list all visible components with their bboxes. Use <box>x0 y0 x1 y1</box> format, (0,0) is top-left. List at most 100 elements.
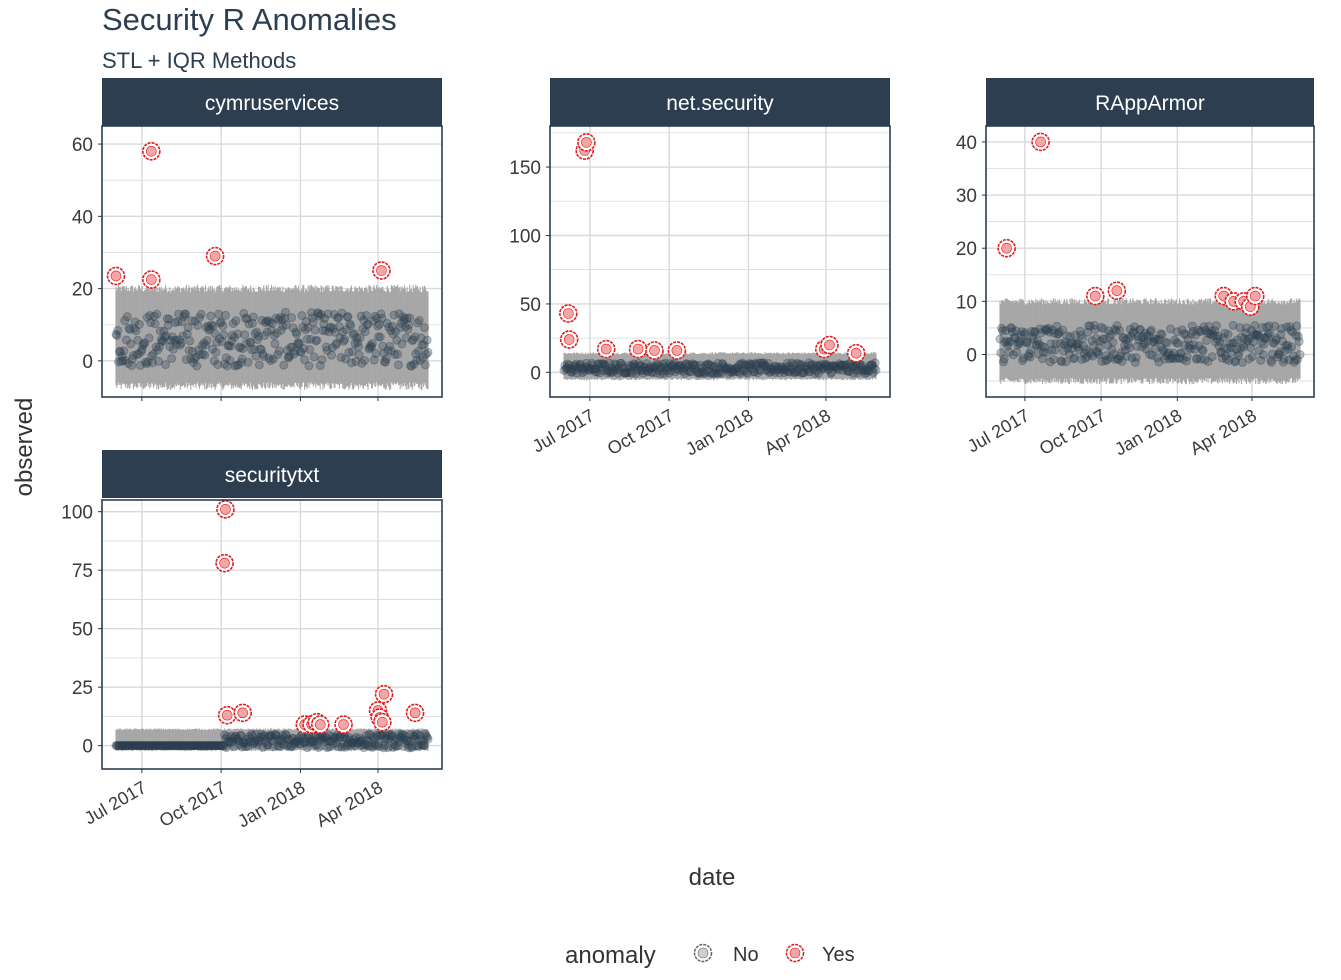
data-point-normal <box>581 362 591 372</box>
x-axis-title: date <box>689 864 736 891</box>
data-point-normal <box>750 359 760 369</box>
data-point-normal <box>804 358 814 368</box>
x-tick-label: Jan 2018 <box>682 405 756 459</box>
data-point-normal <box>279 360 289 370</box>
data-point-normal <box>275 312 285 322</box>
data-point-normal <box>398 312 408 322</box>
data-point-normal <box>655 369 665 379</box>
data-point-normal <box>192 361 202 371</box>
data-point-normal <box>154 356 164 366</box>
data-point-normal <box>410 332 420 342</box>
data-point-normal <box>362 320 372 330</box>
data-point-normal <box>697 363 707 373</box>
data-point-normal <box>683 366 693 376</box>
data-point-normal <box>857 360 867 370</box>
data-point-normal <box>359 315 369 325</box>
x-tick-label: Jul 2017 <box>529 405 598 456</box>
data-point-normal <box>291 327 301 337</box>
data-point-normal <box>835 360 845 370</box>
data-point-normal <box>371 349 381 359</box>
data-point-normal <box>144 333 154 343</box>
data-point-normal <box>740 365 750 375</box>
data-point-normal <box>792 358 802 368</box>
data-point-normal <box>423 347 433 357</box>
data-point-normal <box>599 359 609 369</box>
data-point-normal <box>694 368 704 378</box>
data-point-normal <box>115 347 125 357</box>
chart-title: Security R Anomalies <box>102 2 397 37</box>
data-point-normal <box>746 359 756 369</box>
data-point-normal <box>238 344 248 354</box>
data-point-normal <box>842 366 852 376</box>
data-point-normal <box>808 365 818 375</box>
data-point-normal <box>180 309 190 319</box>
data-point-normal <box>1258 350 1268 360</box>
data-point-normal <box>411 349 421 359</box>
data-point-normal <box>297 311 307 321</box>
data-point-normal <box>625 367 635 377</box>
data-point-normal <box>113 325 123 335</box>
data-point-normal <box>254 331 264 341</box>
data-point-normal <box>174 309 184 319</box>
data-point-normal <box>226 341 236 351</box>
data-point-normal <box>208 321 218 331</box>
data-point-normal <box>686 367 696 377</box>
data-point-normal <box>689 360 699 370</box>
data-point-normal <box>747 360 757 370</box>
data-point-normal <box>688 359 698 369</box>
data-point-normal <box>732 363 742 373</box>
data-point-normal <box>691 360 701 370</box>
legend-title: anomaly <box>565 942 656 969</box>
data-point-normal <box>781 362 791 372</box>
data-point-normal <box>718 359 728 369</box>
data-point-normal <box>656 363 666 373</box>
data-point-normal <box>148 358 158 368</box>
data-point-normal <box>374 319 384 329</box>
facet-strip <box>986 78 1314 126</box>
data-point-normal <box>357 358 367 368</box>
data-point-normal <box>803 367 813 377</box>
data-point-normal <box>825 361 835 371</box>
data-point-normal <box>998 357 1008 367</box>
data-point-normal <box>347 358 357 368</box>
data-point-normal <box>271 313 281 323</box>
data-point-normal <box>168 344 178 354</box>
data-point-normal <box>296 347 306 357</box>
data-point-normal <box>716 368 726 378</box>
data-point-normal <box>1001 326 1011 336</box>
data-point-normal <box>788 365 798 375</box>
data-point-normal <box>376 309 386 319</box>
data-point-normal <box>407 336 417 346</box>
data-point-normal <box>783 367 793 377</box>
data-point-normal <box>266 356 276 366</box>
data-point-normal <box>129 323 139 333</box>
data-point-normal <box>630 362 640 372</box>
data-point-normal <box>302 334 312 344</box>
data-point-normal <box>136 347 146 357</box>
data-point-normal <box>281 320 291 330</box>
data-point-normal <box>650 362 660 372</box>
data-point-normal <box>244 319 254 329</box>
data-point-normal <box>114 357 124 367</box>
data-point-normal <box>280 313 290 323</box>
data-point-normal <box>121 335 131 345</box>
legend-key-yes <box>789 947 801 959</box>
data-point-normal <box>365 343 375 353</box>
data-point-normal <box>377 313 387 323</box>
data-point-normal <box>754 358 764 368</box>
data-point-normal <box>774 364 784 374</box>
data-point-normal <box>728 366 738 376</box>
data-point-anomaly <box>1111 285 1123 297</box>
data-point-normal <box>134 319 144 329</box>
data-point-normal <box>688 360 698 370</box>
data-point-normal <box>652 359 662 369</box>
data-point-normal <box>1131 353 1141 363</box>
data-point-normal <box>375 332 385 342</box>
data-point-normal <box>1295 350 1305 360</box>
data-point-normal <box>250 329 260 339</box>
data-point-normal <box>112 330 122 340</box>
data-point-normal <box>786 363 796 373</box>
data-point-normal <box>300 325 310 335</box>
data-point-normal <box>799 368 809 378</box>
data-point-normal <box>736 360 746 370</box>
